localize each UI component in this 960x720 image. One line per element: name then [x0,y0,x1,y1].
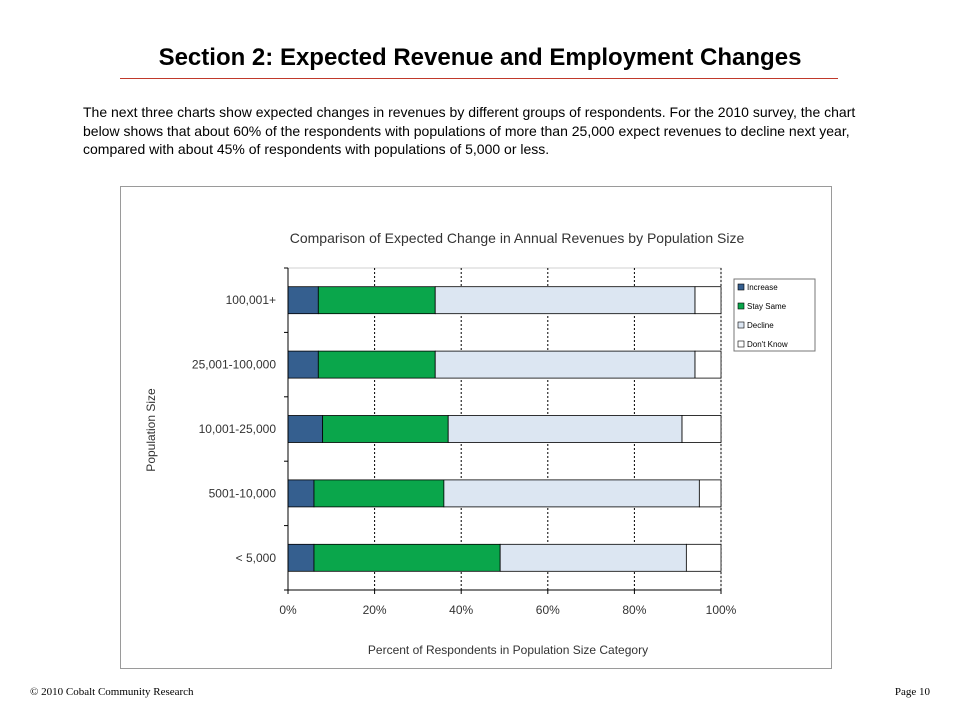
y-tick-label: < 5,000 [236,551,277,565]
legend-label-don-t-know: Don't Know [747,340,788,349]
intro-paragraph: The next three charts show expected chan… [83,104,856,157]
y-tick-label: 5001-10,000 [209,486,277,500]
legend-box [733,278,816,352]
x-tick-label: 0% [279,603,297,617]
legend-swatch-stay-same [737,302,745,310]
legend-label-decline: Decline [747,321,774,330]
x-tick-label: 20% [363,603,387,617]
revenue-change-chart: Comparison of Expected Change in Annual … [144,230,816,657]
bar-increase [287,415,324,443]
page-title: Section 2: Expected Revenue and Employme… [158,44,802,71]
bar-don-t-know [694,286,722,315]
x-tick-label: 60% [536,603,560,617]
chart-panel: Comparison of Expected Change in Annual … [120,186,832,669]
bar-stay-same [317,350,436,379]
y-tick-label: 10,001-25,000 [199,422,277,436]
legend-label-increase: Increase [747,283,778,292]
bar-increase [287,286,319,315]
chart-title: Comparison of Expected Change in Annual … [290,230,745,246]
x-tick-label: 80% [622,603,646,617]
footer-page-number: Page 10 [894,686,930,698]
bar-stay-same [313,543,501,572]
bar-don-t-know [698,479,722,508]
legend-swatch-decline [737,321,745,329]
bar-decline [443,479,700,508]
x-tick-label: 100% [706,603,737,617]
legend-swatch-don-t-know [737,340,745,348]
footer-copyright: © 2010 Cobalt Community Research [30,686,194,698]
bar-stay-same [322,415,449,443]
bar-don-t-know [694,350,722,379]
bar-don-t-know [681,415,722,443]
legend-label-stay-same: Stay Same [747,302,787,311]
y-tick-label: 25,001-100,000 [192,358,276,372]
x-tick-label: 40% [449,603,473,617]
bar-decline [434,350,696,379]
bar-increase [287,479,315,508]
bar-increase [287,543,315,572]
bar-increase [287,350,319,379]
title-underline [120,78,838,79]
x-axis-label: Percent of Respondents in Population Siz… [368,643,648,657]
bar-decline [434,286,696,315]
bar-decline [447,415,683,443]
bar-stay-same [313,479,445,508]
bar-decline [499,543,687,572]
legend-swatch-increase [737,283,745,291]
y-axis-label: Population Size [144,388,158,472]
bar-stay-same [317,286,436,315]
bar-don-t-know [685,543,722,572]
y-tick-label: 100,001+ [226,293,276,307]
